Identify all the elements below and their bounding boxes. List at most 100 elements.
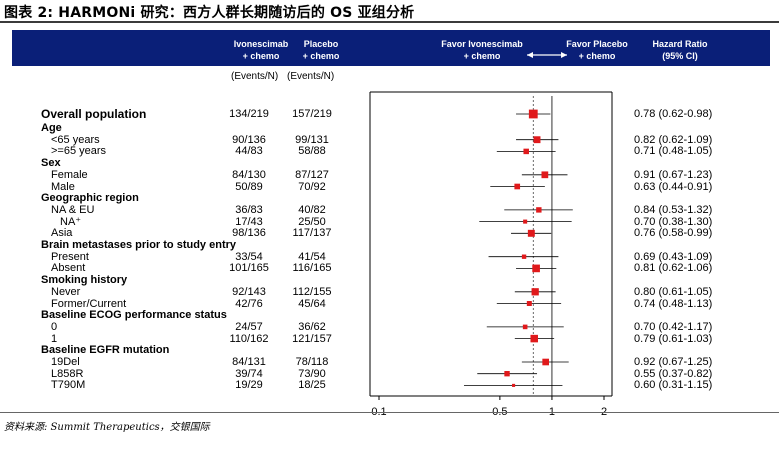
row-pbo-18: 36/62 (298, 320, 326, 333)
row-hr-text-13: 0.81 (0.62-1.06) (634, 262, 713, 275)
h-hr-line-1: (95% CI) (662, 51, 698, 61)
row-label-7: Geographic region (41, 192, 139, 205)
row-pbo-0: 157/219 (292, 108, 332, 120)
row-label-6: Male (51, 180, 75, 193)
row-hr-text-15: 0.80 (0.61-1.05) (634, 285, 713, 298)
row-label-16: Former/Current (51, 297, 127, 310)
row-ivo-10: 98/136 (232, 227, 266, 240)
h-hr-line-0: Hazard Ratio (652, 39, 708, 49)
row-label-19: 1 (51, 332, 58, 345)
header-hazard-ratio: Hazard Ratio (95% CI) (642, 38, 718, 62)
row-label-3: >=65 years (51, 145, 107, 158)
row-pbo-6: 70/92 (298, 180, 326, 193)
row-hr-text-9: 0.70 (0.38-1.30) (634, 215, 713, 228)
hr-marker-2 (533, 136, 541, 144)
row-ivo-3: 44/83 (235, 145, 263, 158)
table-header-band (12, 30, 770, 66)
row-label-22: L858R (51, 367, 84, 380)
row-pbo-16: 45/64 (298, 297, 326, 310)
source-note: 资料来源: Summit Therapeutics，交银国际 (4, 422, 210, 433)
row-hr-text-3: 0.71 (0.48-1.05) (634, 145, 713, 158)
h-favl-line-0: Favor Ivonescimab (441, 39, 523, 49)
row-hr-text-10: 0.76 (0.58-0.99) (634, 227, 713, 240)
row-hr-text-0: 0.78 (0.62-0.98) (634, 108, 713, 120)
row-label-2: <65 years (51, 133, 100, 146)
h-col2-line-1: + chemo (302, 51, 340, 61)
row-pbo-10: 117/137 (292, 227, 332, 240)
row-ivo-21: 84/131 (232, 356, 266, 368)
hr-marker-18 (522, 324, 528, 330)
row-label-11: Brain metastases prior to study entry (41, 239, 237, 251)
row-ivo-18: 24/57 (235, 320, 263, 333)
hr-marker-9 (523, 219, 528, 224)
h-col1-line-1: + chemo (242, 51, 280, 61)
row-pbo-8: 40/82 (298, 203, 326, 216)
row-label-10: Asia (51, 227, 73, 240)
row-hr-text-16: 0.74 (0.48-1.13) (634, 297, 713, 310)
row-label-21: 19Del (51, 356, 80, 368)
header-favor-ivonescimab: Favor Ivonescimab + chemo (432, 38, 532, 62)
row-label-9: NA⁺ (60, 215, 82, 228)
row-ivo-0: 134/219 (229, 108, 269, 120)
row-hr-text-22: 0.55 (0.37-0.82) (634, 367, 713, 380)
row-hr-text-19: 0.79 (0.61-1.03) (634, 332, 713, 345)
hr-marker-16 (526, 301, 532, 306)
bottom-divider (0, 412, 779, 413)
row-label-20: Baseline EGFR mutation (41, 344, 170, 357)
hr-marker-19 (530, 334, 538, 343)
row-hr-text-12: 0.69 (0.43-1.09) (634, 250, 713, 263)
h-col1-line-0: Ivonescimab (233, 39, 289, 49)
row-label-17: Baseline ECOG performance status (41, 309, 227, 322)
row-label-13: Absent (51, 262, 86, 275)
row-pbo-9: 25/50 (298, 215, 326, 228)
hr-marker-15 (531, 288, 539, 296)
hr-marker-22 (504, 371, 510, 377)
row-hr-text-5: 0.91 (0.67-1.23) (634, 168, 713, 181)
row-label-5: Female (51, 168, 88, 181)
hr-marker-21 (542, 358, 549, 366)
row-ivo-13: 101/165 (229, 262, 269, 275)
events-header-pbo: (Events/N) (287, 71, 335, 82)
row-ivo-19: 110/162 (229, 332, 269, 345)
h-favr-line-0: Favor Placebo (566, 39, 628, 49)
row-label-8: NA & EU (51, 203, 95, 216)
row-pbo-5: 87/127 (295, 168, 329, 181)
row-ivo-12: 33/54 (235, 250, 263, 263)
h-col2-line-0: Placebo (303, 39, 339, 49)
h-favl-line-1: + chemo (463, 51, 501, 61)
hr-marker-13 (532, 264, 540, 273)
hr-marker-0 (528, 109, 538, 119)
row-ivo-23: 19/29 (235, 379, 263, 392)
row-label-1: Age (41, 122, 62, 134)
row-ivo-15: 92/143 (232, 285, 266, 298)
row-pbo-12: 41/54 (298, 250, 326, 263)
row-ivo-5: 84/130 (232, 168, 266, 181)
hr-marker-12 (521, 254, 527, 259)
row-pbo-21: 78/118 (295, 356, 329, 368)
header-favor-placebo: Favor Placebo + chemo (556, 38, 638, 62)
hr-marker-8 (536, 207, 542, 213)
row-label-14: Smoking history (41, 274, 128, 287)
row-hr-text-21: 0.92 (0.67-1.25) (634, 356, 713, 368)
row-ivo-22: 39/74 (235, 367, 263, 380)
h-favr-line-1: + chemo (578, 51, 616, 61)
row-pbo-2: 99/131 (295, 133, 329, 146)
row-label-15: Never (51, 285, 81, 298)
row-hr-text-6: 0.63 (0.44-0.91) (634, 180, 713, 193)
hr-marker-3 (523, 148, 529, 155)
row-label-23: T790M (51, 379, 86, 392)
row-label-0: Overall population (41, 107, 147, 121)
header-ivonescimab: Ivonescimab + chemo (228, 38, 294, 62)
row-pbo-22: 73/90 (298, 367, 326, 380)
row-ivo-16: 42/76 (235, 297, 263, 310)
row-hr-text-2: 0.82 (0.62-1.09) (634, 133, 713, 146)
row-hr-text-23: 0.60 (0.31-1.15) (634, 379, 713, 392)
row-pbo-15: 112/155 (292, 285, 332, 298)
hr-marker-23 (512, 383, 516, 387)
events-header-ivo: (Events/N) (231, 71, 279, 82)
row-pbo-19: 121/157 (292, 332, 332, 345)
title-divider (0, 21, 779, 23)
row-ivo-8: 36/83 (235, 203, 263, 216)
header-placebo: Placebo + chemo (295, 38, 347, 62)
row-label-12: Present (51, 250, 89, 263)
